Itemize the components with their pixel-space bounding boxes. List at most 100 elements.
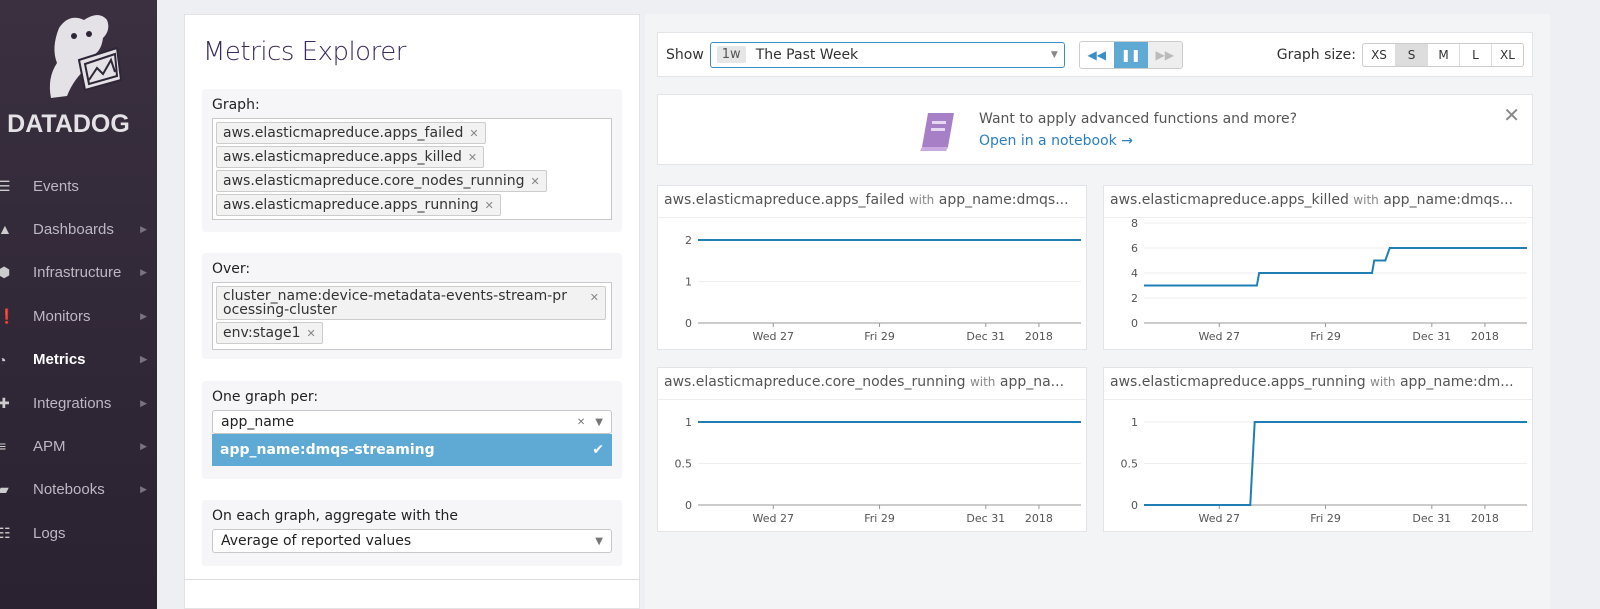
chevron-right-icon: ▶ [140,310,147,321]
sidebar-item-metrics[interactable]: ◔ Metrics ▶ [0,345,157,375]
chart-panel[interactable]: aws.elasticmapreduce.core_nodes_running … [657,367,1087,532]
chevron-down-icon[interactable]: ▼ [595,416,603,428]
y-tick-label: 1 [685,416,692,429]
sidebar-item-label: Events [33,177,79,195]
remove-tag-icon[interactable]: ✕ [467,151,478,164]
y-tick-label: 4 [1131,267,1138,280]
sidebar-item-dashboards[interactable]: ▲ Dashboards ▶ [0,214,157,244]
check-icon: ✔ [592,442,604,458]
graph-size-xs-button[interactable]: XS [1371,47,1387,62]
sidebar-item-events[interactable]: ☰ Events [0,171,157,201]
infrastructure-icon: ⬢ [0,264,11,281]
clear-icon[interactable]: ✕ [576,416,586,428]
x-tick-label: Fri 29 [864,330,895,343]
over-tags-input[interactable]: cluster_name:device-metadata-events-stre… [212,282,612,350]
integrations-icon: ✚ [0,394,10,411]
monitors-icon: ❗ [0,307,16,324]
chart-metric: aws.elasticmapreduce.apps_failed [664,192,905,208]
x-tick-label: 2018 [1025,330,1053,343]
remove-tag-icon[interactable]: ✕ [306,327,316,340]
divider [184,579,640,580]
rewind-button[interactable]: ◀◀ [1087,47,1107,62]
timeframe-select[interactable]: 1w The Past Week ▼ [709,41,1065,68]
y-tick-label: 0.5 [1121,458,1139,471]
events-icon: ☰ [0,177,11,194]
graph-size-m-button[interactable]: M [1427,43,1459,66]
chart-panel[interactable]: aws.elasticmapreduce.apps_failed with ap… [657,185,1087,350]
tag-text: aws.elasticmapreduce.apps_killed [223,149,462,165]
graph-metric-tag: aws.elasticmapreduce.apps_running ✕ [216,194,501,216]
open-notebook-link[interactable]: Open in a notebook → [979,133,1133,149]
playback-controls: ◀◀ ❚❚ ▶▶ [1078,40,1183,69]
logs-icon: ☷ [0,524,11,541]
x-tick-label: Dec 31 [1412,330,1451,343]
y-tick-label: 0 [1131,317,1138,330]
sidebar-item-monitors[interactable]: ❗ Monitors ▶ [0,301,157,331]
x-tick-label: Fri 29 [864,512,895,525]
sidebar-item-logs[interactable]: ☷ Logs [0,518,157,548]
chart-with: with [1353,193,1379,207]
remove-tag-icon[interactable]: ✕ [484,199,494,212]
y-tick-label: 0.5 [675,458,693,471]
brand-name: DATADOG [7,110,130,138]
chart-panel[interactable]: aws.elasticmapreduce.apps_running with a… [1103,367,1533,532]
x-tick-label: Dec 31 [966,512,1005,525]
pause-button[interactable]: ❚❚ [1113,41,1148,68]
remove-tag-icon[interactable]: ✕ [530,175,540,188]
remove-tag-icon[interactable]: ✕ [589,291,599,304]
graph-size: Graph size: XS S M L XL [1277,42,1524,67]
x-tick-label: Dec 31 [966,330,1005,343]
graph-size-s-button[interactable]: S [1395,43,1427,66]
chart-title: aws.elasticmapreduce.core_nodes_running … [658,368,1086,400]
x-tick-label: 2018 [1025,512,1053,525]
graph-metric-tag: aws.elasticmapreduce.apps_killed ✕ [216,146,485,168]
one-graph-per-select[interactable]: app_name ✕ ▼ [212,410,612,434]
chevron-down-icon[interactable]: ▼ [595,535,603,547]
chevron-right-icon: ▶ [140,223,147,234]
aggregate-label: On each graph, aggregate with the [212,508,458,524]
sidebar-item-infrastructure[interactable]: ⬢ Infrastructure ▶ [0,258,157,288]
chevron-right-icon: ▶ [140,397,147,408]
chart-metric: aws.elasticmapreduce.apps_killed [1110,192,1349,208]
tag-text: aws.elasticmapreduce.apps_running [223,197,479,213]
select-value: app_name [221,414,295,430]
x-tick-label: 2018 [1471,330,1499,343]
remove-tag-icon[interactable]: ✕ [469,127,479,140]
graph-size-l-button[interactable]: L [1459,43,1491,66]
chart-with: with [908,193,935,207]
sidebar-item-notebooks[interactable]: ▰ Notebooks ▶ [0,475,157,505]
notebook-banner: Want to apply advanced functions and mor… [657,94,1533,165]
aggregate-select[interactable]: Average of reported values ▼ [212,529,612,553]
chart-title: aws.elasticmapreduce.apps_failed with ap… [658,186,1086,218]
chart-scope: app_name:dmqs... [938,192,1069,208]
toolbar: Show 1w The Past Week ▼ ◀◀ ❚❚ ▶▶ Graph s… [657,32,1533,77]
dropdown-option[interactable]: app_name:dmqs-streaming ✔ [212,434,612,466]
series-line [1144,421,1527,506]
x-tick-label: Fri 29 [1310,512,1341,525]
chevron-right-icon: ▶ [140,440,147,451]
graphs-area: Show 1w The Past Week ▼ ◀◀ ❚❚ ▶▶ Graph s… [645,14,1550,609]
y-tick-label: 0 [1131,499,1138,512]
graph-metrics-input[interactable]: aws.elasticmapreduce.apps_failed ✕ aws.ela… [212,118,612,220]
datadog-logo[interactable]: DATADOG [0,8,157,139]
sidebar-item-apm[interactable]: ≡ APM ▶ [0,431,157,461]
sidebar-item-integrations[interactable]: ✚ Integrations ▶ [0,388,157,418]
y-tick-label: 2 [1131,292,1138,305]
chart-with: with [1370,375,1396,389]
sidebar-item-label: APM [33,437,66,455]
chart-title: aws.elasticmapreduce.apps_running with a… [1104,368,1532,400]
chart-plot: 0 0.5 1 Wed 27 Fri 29 Dec 31 2018 [675,416,1081,525]
chart-plot: 0 1 2 Wed 27 Fri 29 Dec 31 2018 [685,234,1081,343]
notebook-icon [920,113,954,151]
chart-panel[interactable]: aws.elasticmapreduce.apps_killed with ap… [1103,185,1533,350]
y-tick-label: 8 [1131,218,1138,230]
chart-scope: app_name:dmqs... [1383,192,1514,208]
graph-size-xl-button[interactable]: XL [1491,43,1523,66]
sidebar-item-label: Metrics [33,351,86,369]
fast-forward-button[interactable]: ▶▶ [1147,41,1182,68]
aggregate-section: On each graph, aggregate with the Averag… [202,500,622,566]
close-icon[interactable]: ✕ [1503,103,1520,127]
chart-scope: app_na... [999,374,1065,390]
datadog-dog-icon [49,15,122,98]
over-tag: cluster_name:device-metadata-events-stre… [216,286,606,320]
